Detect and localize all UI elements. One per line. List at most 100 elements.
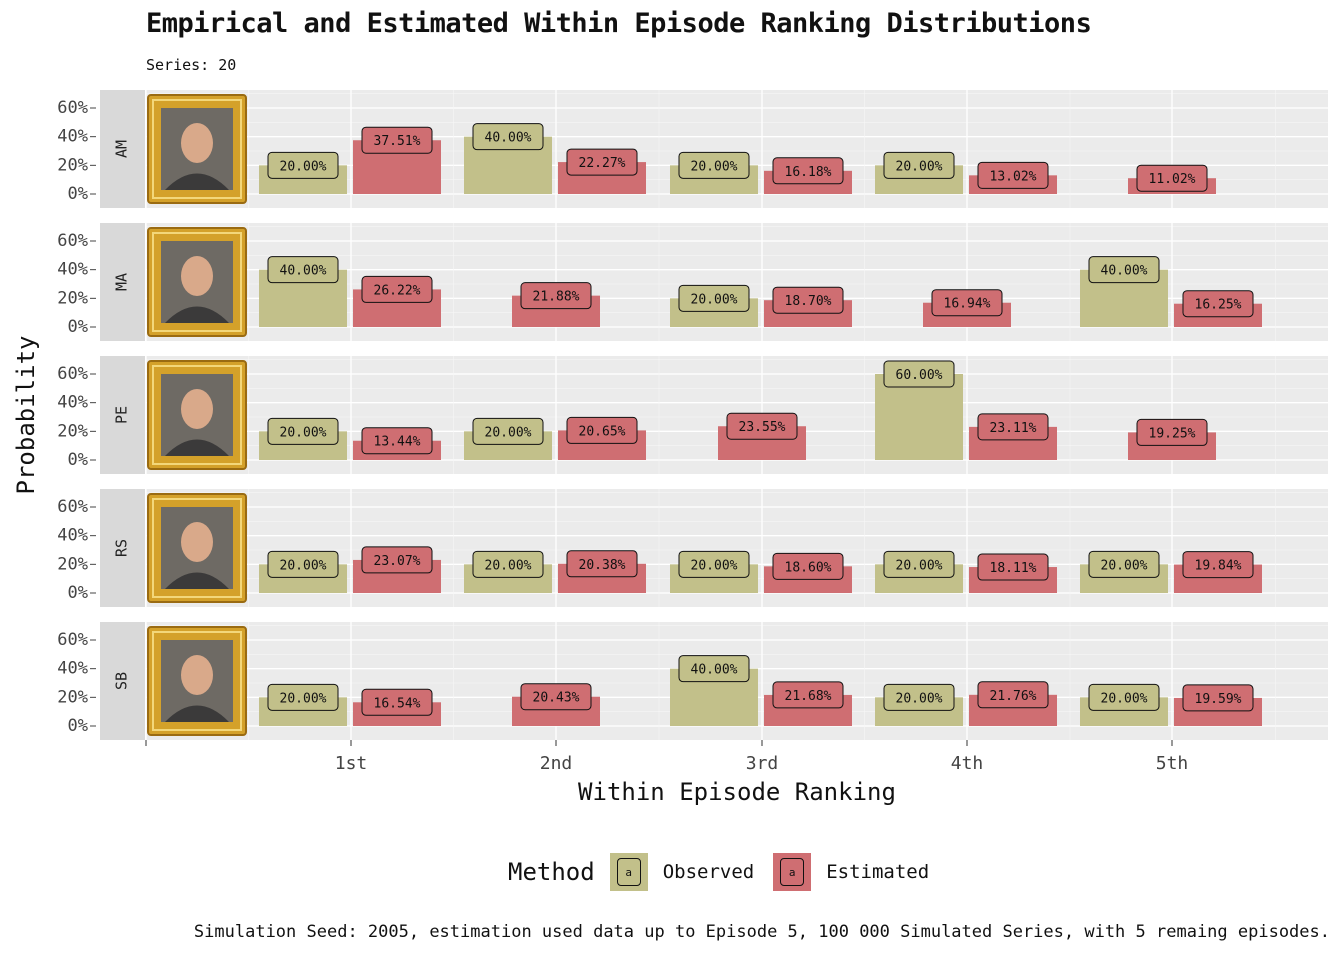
observed-data-label: 20.00%: [896, 558, 943, 573]
estimated-data-label: 16.94%: [944, 297, 991, 312]
legend: Method a Observed a Estimated: [508, 848, 947, 896]
estimated-data-label-box: [772, 286, 844, 314]
estimated-data-label: 13.02%: [990, 169, 1037, 184]
estimated-data-label-box: [726, 412, 798, 440]
estimated-data-label: 16.25%: [1195, 298, 1242, 313]
portrait-frame-trim: [152, 631, 242, 731]
estimated-data-label-box: [977, 161, 1049, 189]
observed-data-label: 20.00%: [485, 425, 532, 440]
portrait-face: [181, 389, 213, 429]
observed-data-label: 40.00%: [280, 264, 327, 279]
estimated-data-label-box: [1182, 684, 1254, 712]
estimated-data-label: 23.11%: [990, 421, 1037, 436]
observed-data-label-box: [267, 417, 339, 445]
facet-label: RS: [113, 539, 131, 557]
observed-data-label-box: [267, 256, 339, 284]
observed-bar: [875, 374, 963, 460]
y-tick-label: 20%: [57, 421, 88, 441]
observed-data-label-box: [1088, 256, 1160, 284]
estimated-data-label-box: [977, 413, 1049, 441]
portrait-frame-trim: [152, 498, 242, 598]
observed-data-label-box: [678, 151, 750, 179]
facet-strip: [100, 223, 145, 341]
legend-label-estimated: Estimated: [826, 861, 930, 883]
observed-data-label: 20.00%: [691, 159, 738, 174]
y-tick-label: 20%: [57, 687, 88, 707]
observed-data-label: 20.00%: [896, 159, 943, 174]
y-tick-label: 40%: [57, 393, 88, 413]
facet-strip: [100, 90, 145, 208]
estimated-data-label: 37.51%: [374, 134, 421, 149]
y-tick-label: 60%: [57, 630, 88, 650]
y-tick-label: 0%: [68, 184, 88, 204]
facet-strip: [100, 356, 145, 474]
observed-data-label: 20.00%: [280, 425, 327, 440]
portrait-frame-trim: [152, 232, 242, 332]
estimated-data-label-box: [977, 681, 1049, 709]
facet-label: AM: [113, 140, 131, 158]
y-tick-label: 0%: [68, 716, 88, 736]
observed-data-label-box: [472, 550, 544, 578]
facet-strip: [100, 489, 145, 607]
y-axis-title: Probability: [12, 336, 40, 495]
x-tick-label: 2nd: [540, 753, 573, 774]
y-tick-label: 0%: [68, 583, 88, 603]
observed-data-label-box: [883, 550, 955, 578]
observed-data-label-box: [267, 151, 339, 179]
estimated-data-label-box: [931, 289, 1003, 317]
portrait-face: [181, 522, 213, 562]
y-tick-label: 40%: [57, 659, 88, 679]
y-tick-label: 0%: [68, 317, 88, 337]
caption: Simulation Seed: 2005, estimation used d…: [193, 922, 1330, 942]
y-tick-label: 60%: [57, 364, 88, 384]
portrait-frame-trim: [152, 365, 242, 465]
y-tick-label: 20%: [57, 288, 88, 308]
observed-data-label-box: [678, 655, 750, 683]
portrait-shoulders: [165, 705, 229, 722]
estimated-data-label: 23.55%: [739, 420, 786, 435]
estimated-data-label-box: [520, 683, 592, 711]
portrait-frame-trim: [152, 99, 242, 199]
estimated-data-label: 21.76%: [990, 689, 1037, 704]
observed-data-label: 20.00%: [896, 691, 943, 706]
legend-key-glyph: a: [616, 858, 641, 886]
ranking-distribution-chart: AM 0% 20% 40% 60% 20.00% 37.51% 40.00% 22.27% 20.…: [12, 90, 1328, 806]
estimated-data-label: 19.84%: [1195, 559, 1242, 574]
x-tick-label: 5th: [1156, 753, 1189, 774]
x-axis-title: Within Episode Ranking: [578, 778, 896, 806]
estimated-data-label: 13.44%: [374, 435, 421, 450]
estimated-data-label-box: [566, 416, 638, 444]
x-tick-label: 1st: [335, 753, 368, 774]
chart-subtitle: Series: 20: [146, 56, 237, 74]
observed-data-label: 20.00%: [485, 558, 532, 573]
estimated-data-label: 18.60%: [785, 560, 832, 575]
y-tick-label: 60%: [57, 497, 88, 517]
observed-data-label: 20.00%: [280, 558, 327, 573]
estimated-data-label-box: [361, 688, 433, 716]
observed-data-label: 60.00%: [896, 368, 943, 383]
estimated-data-label: 23.07%: [374, 554, 421, 569]
estimated-data-label: 16.54%: [374, 696, 421, 711]
estimated-data-label: 20.65%: [579, 424, 626, 439]
estimated-data-label-box: [1136, 164, 1208, 192]
observed-data-label-box: [678, 550, 750, 578]
estimated-data-label-box: [361, 427, 433, 455]
y-tick-label: 0%: [68, 450, 88, 470]
facet-label: MA: [113, 273, 131, 291]
estimated-data-label-box: [977, 553, 1049, 581]
estimated-data-label: 20.43%: [533, 691, 580, 706]
portrait-face: [181, 256, 213, 296]
facet-strip: [100, 622, 145, 740]
estimated-data-label: 18.70%: [785, 294, 832, 309]
portrait-shoulders: [165, 572, 229, 589]
portrait-shoulders: [165, 173, 229, 190]
observed-data-label: 20.00%: [1101, 691, 1148, 706]
estimated-data-label-box: [772, 157, 844, 185]
observed-data-label-box: [678, 284, 750, 312]
observed-data-label-box: [883, 151, 955, 179]
portrait-face: [181, 655, 213, 695]
estimated-data-label: 16.18%: [785, 165, 832, 180]
observed-data-label: 20.00%: [691, 292, 738, 307]
y-tick-label: 60%: [57, 231, 88, 251]
observed-data-label: 20.00%: [1101, 558, 1148, 573]
